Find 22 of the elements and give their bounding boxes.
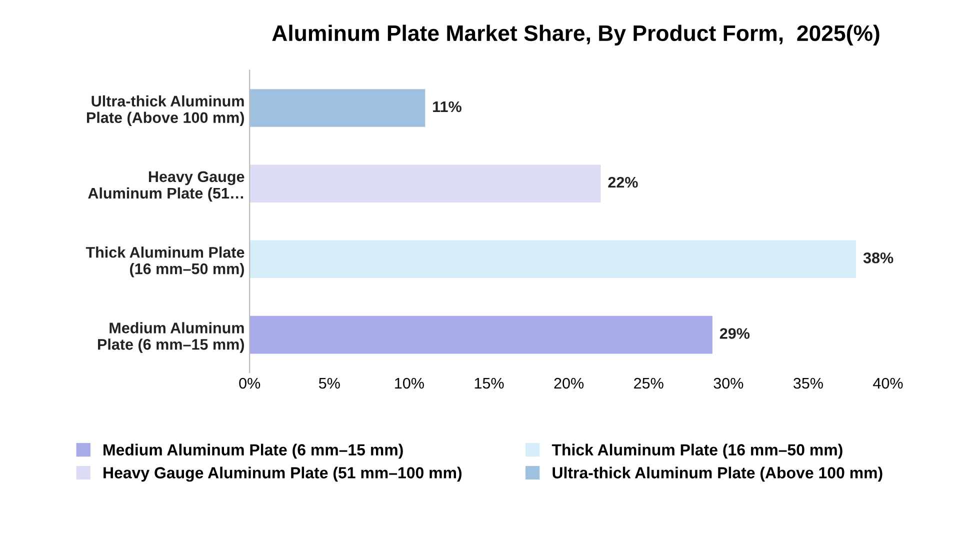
x-tick-label: 0%	[239, 378, 260, 389]
y-tick-label: Ultra-thick Aluminum Plate (Above 100 mm)	[86, 95, 244, 126]
data-label: 11%	[433, 101, 462, 112]
x-tick-label: 10%	[395, 378, 424, 389]
x-tick-label: 35%	[793, 378, 823, 389]
legend-label: Thick Aluminum Plate (16 mm–50 mm)	[552, 444, 842, 459]
legend-label: Medium Aluminum Plate (6 mm–15 mm)	[104, 444, 403, 459]
data-label: 29%	[720, 328, 750, 339]
legend-label: Heavy Gauge Aluminum Plate (51 mm–100 mm)	[104, 466, 462, 482]
x-tick-label: 25%	[634, 378, 664, 389]
x-tick-label: 40%	[873, 378, 903, 389]
y-tick-label: Heavy Gauge Aluminum Plate (51…	[88, 171, 244, 202]
x-tick-label: 15%	[474, 378, 504, 389]
x-tick-label: 5%	[318, 378, 340, 389]
x-tick-label: 30%	[714, 378, 744, 389]
y-tick-label: Thick Aluminum Plate (16 mm–50 mm)	[86, 246, 244, 278]
x-tick-label: 20%	[554, 378, 584, 389]
y-tick-label: Medium Aluminum Plate (6 mm–15 mm)	[98, 322, 244, 353]
data-label: 38%	[863, 252, 894, 264]
legend-label: Ultra-thick Aluminum Plate (Above 100 mm)	[552, 466, 882, 482]
data-label: 22%	[608, 176, 638, 188]
chart-title: Aluminum Plate Market Share, By Product Form, 2025(%)	[272, 24, 880, 46]
